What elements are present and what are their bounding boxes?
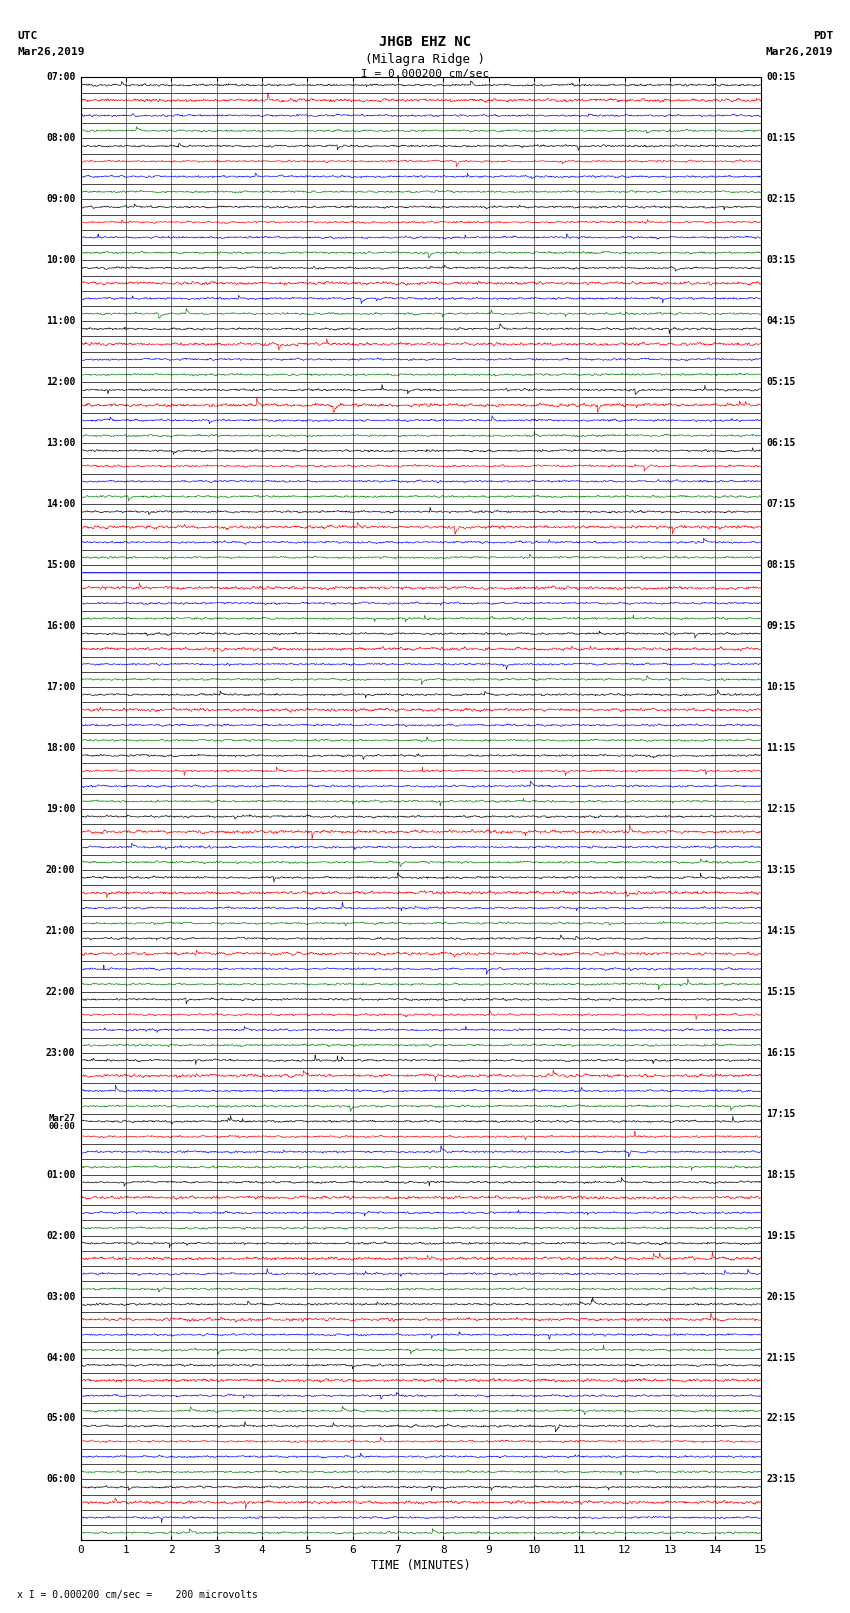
Text: 05:15: 05:15: [766, 377, 796, 387]
Text: I = 0.000200 cm/sec: I = 0.000200 cm/sec: [361, 69, 489, 79]
Text: (Milagra Ridge ): (Milagra Ridge ): [365, 53, 485, 66]
Text: JHGB EHZ NC: JHGB EHZ NC: [379, 35, 471, 50]
Text: 17:15: 17:15: [766, 1108, 796, 1119]
Text: 13:15: 13:15: [766, 865, 796, 874]
Text: x I = 0.000200 cm/sec =    200 microvolts: x I = 0.000200 cm/sec = 200 microvolts: [17, 1590, 258, 1600]
Text: UTC: UTC: [17, 31, 37, 40]
Text: 18:15: 18:15: [766, 1169, 796, 1179]
Text: 09:00: 09:00: [46, 194, 76, 205]
Text: 03:15: 03:15: [766, 255, 796, 265]
Text: 00:15: 00:15: [766, 73, 796, 82]
Text: 16:00: 16:00: [46, 621, 76, 631]
Text: 15:15: 15:15: [766, 987, 796, 997]
Text: 19:00: 19:00: [46, 803, 76, 815]
Text: 01:15: 01:15: [766, 134, 796, 144]
Text: 12:00: 12:00: [46, 377, 76, 387]
Text: 19:15: 19:15: [766, 1231, 796, 1240]
Text: 13:00: 13:00: [46, 439, 76, 448]
Text: 11:15: 11:15: [766, 744, 796, 753]
Text: Mar26,2019: Mar26,2019: [766, 47, 833, 56]
Text: 15:00: 15:00: [46, 560, 76, 569]
Text: 10:15: 10:15: [766, 682, 796, 692]
Text: Mar26,2019: Mar26,2019: [17, 47, 84, 56]
Text: 01:00: 01:00: [46, 1169, 76, 1179]
Text: 18:00: 18:00: [46, 744, 76, 753]
Text: Mar27: Mar27: [48, 1115, 76, 1124]
Text: 02:15: 02:15: [766, 194, 796, 205]
Text: 02:00: 02:00: [46, 1231, 76, 1240]
Text: 05:00: 05:00: [46, 1413, 76, 1424]
Text: 14:00: 14:00: [46, 498, 76, 510]
Text: 08:00: 08:00: [46, 134, 76, 144]
Text: 23:00: 23:00: [46, 1048, 76, 1058]
Text: 10:00: 10:00: [46, 255, 76, 265]
Text: 12:15: 12:15: [766, 803, 796, 815]
Text: 04:00: 04:00: [46, 1353, 76, 1363]
Text: 06:15: 06:15: [766, 439, 796, 448]
Text: 20:00: 20:00: [46, 865, 76, 874]
Text: 06:00: 06:00: [46, 1474, 76, 1484]
Text: 00:00: 00:00: [48, 1123, 76, 1131]
Text: 08:15: 08:15: [766, 560, 796, 569]
Text: 23:15: 23:15: [766, 1474, 796, 1484]
Text: 17:00: 17:00: [46, 682, 76, 692]
Text: 07:15: 07:15: [766, 498, 796, 510]
Text: 21:15: 21:15: [766, 1353, 796, 1363]
Text: 14:15: 14:15: [766, 926, 796, 936]
Text: 09:15: 09:15: [766, 621, 796, 631]
Text: 16:15: 16:15: [766, 1048, 796, 1058]
Text: 11:00: 11:00: [46, 316, 76, 326]
Text: PDT: PDT: [813, 31, 833, 40]
Text: 07:00: 07:00: [46, 73, 76, 82]
Text: 04:15: 04:15: [766, 316, 796, 326]
Text: 20:15: 20:15: [766, 1292, 796, 1302]
Text: 21:00: 21:00: [46, 926, 76, 936]
Text: 22:15: 22:15: [766, 1413, 796, 1424]
Text: 22:00: 22:00: [46, 987, 76, 997]
Text: 03:00: 03:00: [46, 1292, 76, 1302]
X-axis label: TIME (MINUTES): TIME (MINUTES): [371, 1560, 471, 1573]
